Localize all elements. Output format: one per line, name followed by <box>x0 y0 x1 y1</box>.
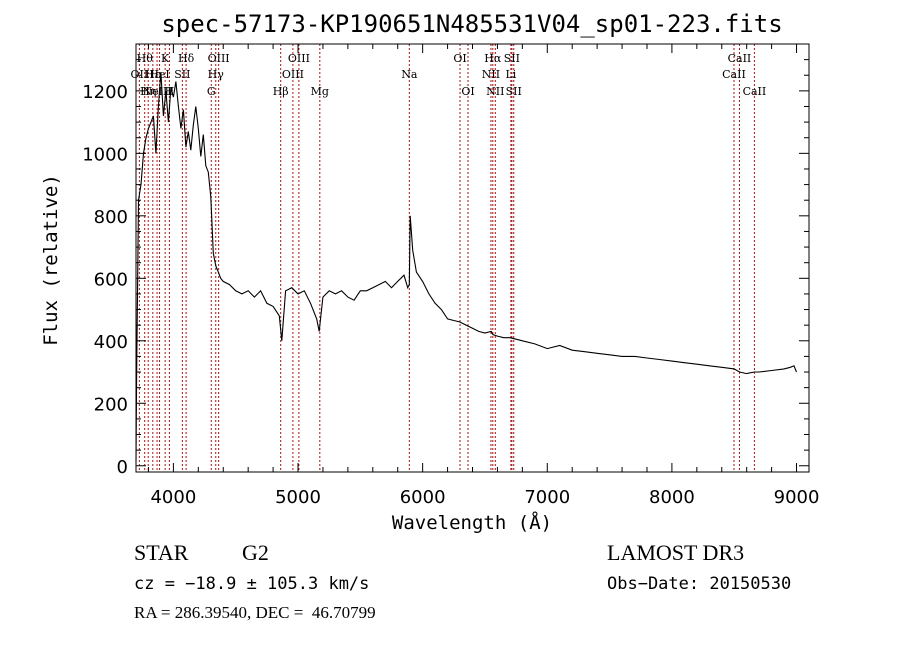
marker-label-7: H <box>165 85 175 98</box>
x-tick-label-9000: 9000 <box>774 487 820 508</box>
marker-label-6: K <box>161 52 170 65</box>
y-tick-label-400: 400 <box>94 332 128 353</box>
y-tick-label-1000: 1000 <box>82 144 128 165</box>
marker-label-17: Na <box>401 68 418 81</box>
marker-label-4: NeIII <box>142 85 171 98</box>
marker-label-13: Hβ <box>273 85 289 98</box>
marker-label-5: HeI <box>149 68 169 81</box>
marker-label-10: G <box>207 85 216 98</box>
y-axis-label: Flux (relative) <box>40 174 62 346</box>
marker-label-26: CaII <box>722 68 746 81</box>
marker-label-11: Hγ <box>208 68 225 81</box>
marker-label-24: SII <box>504 52 520 65</box>
marker-label-23: Li <box>505 68 516 81</box>
marker-label-12: OIII <box>208 52 230 65</box>
marker-label-22: NII <box>486 85 504 98</box>
spectrum-line <box>135 72 798 463</box>
spectrum-series <box>135 72 798 463</box>
y-axis-ticks: 0 200 400 600 800 1000 1200 <box>82 59 809 478</box>
x-axis-label: Wavelength (Å) <box>392 511 552 534</box>
line-markers <box>138 44 755 472</box>
marker-label-8: SII <box>174 68 190 81</box>
y-tick-label-600: 600 <box>94 269 128 290</box>
marker-label-27: CaII <box>728 52 752 65</box>
line-marker-labels: OII Hθ Hη Hε NeIII HeI K H SII Hδ G Hγ OIII Hβ OIII OII… <box>131 52 767 98</box>
x-tick-label-7000: 7000 <box>524 487 570 508</box>
x-tick-label-8000: 8000 <box>649 487 695 508</box>
marker-label-15: OIII <box>288 52 310 65</box>
observation-date: Obs−Date: 20150530 <box>607 574 792 594</box>
y-tick-label-200: 200 <box>94 394 128 415</box>
x-tick-label-6000: 6000 <box>400 487 446 508</box>
y-tick-label-800: 800 <box>94 207 128 228</box>
object-type: STAR <box>134 540 189 565</box>
y-tick-label-1200: 1200 <box>82 82 128 103</box>
marker-label-1: Hθ <box>137 52 154 65</box>
x-tick-label-5000: 5000 <box>275 487 321 508</box>
marker-label-3: Hε <box>145 68 161 81</box>
marker-label-28: CaII <box>743 85 767 98</box>
marker-label-18: OI <box>453 52 466 65</box>
object-class: G2 <box>242 540 269 565</box>
spectrum-chart: spec-57173-KP190651N485531V04_sp01-223.f… <box>40 10 820 534</box>
coordinates: RA = 286.39540, DEC = 46.70799 <box>134 603 376 622</box>
marker-label-9: Hδ <box>178 52 195 65</box>
redshift-velocity: cz = −18.9 ± 105.3 km/s <box>134 574 370 594</box>
x-tick-label-4000: 4000 <box>150 487 196 508</box>
survey-name: LAMOST DR3 <box>607 540 745 565</box>
y-tick-label-0: 0 <box>117 457 128 478</box>
marker-label-20: NII <box>482 68 500 81</box>
marker-label-25: SII <box>506 85 522 98</box>
marker-label-2: Hη <box>140 85 156 98</box>
marker-label-19: OI <box>461 85 474 98</box>
marker-label-16: Mg <box>311 85 329 98</box>
plot-frame <box>135 43 810 473</box>
marker-label-21: Hα <box>484 52 502 65</box>
chart-title: spec-57173-KP190651N485531V04_sp01-223.f… <box>161 10 782 38</box>
marker-label-0: OII <box>131 68 149 81</box>
x-axis-ticks: 4000 5000 6000 7000 8000 9000 <box>147 44 820 508</box>
marker-label-14: OIII <box>282 68 304 81</box>
